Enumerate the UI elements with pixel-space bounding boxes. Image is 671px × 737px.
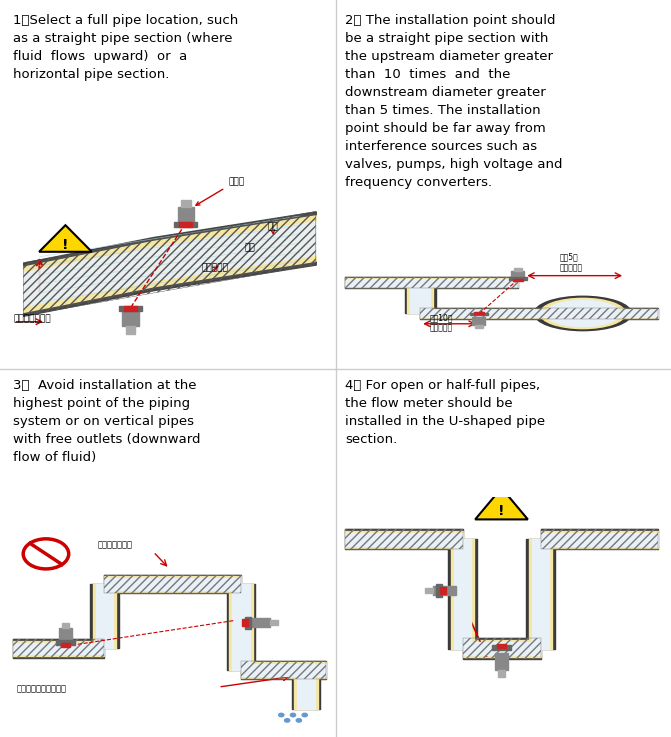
Text: 2、 The installation point should
be a straight pipe section with
the upstream di: 2、 The installation point should be a st…: [346, 14, 563, 189]
Text: 1、Select a full pipe location, such
as a straight pipe section (where
fluid  flo: 1、Select a full pipe location, such as a…: [13, 14, 239, 81]
Text: 3、  Avoid installation at the
highest point of the piping
system or on vertical : 3、 Avoid installation at the highest poi…: [13, 379, 201, 464]
Text: 4、 For open or half-full pipes,
the flow meter should be
installed in the U-shap: 4、 For open or half-full pipes, the flow…: [346, 379, 546, 446]
